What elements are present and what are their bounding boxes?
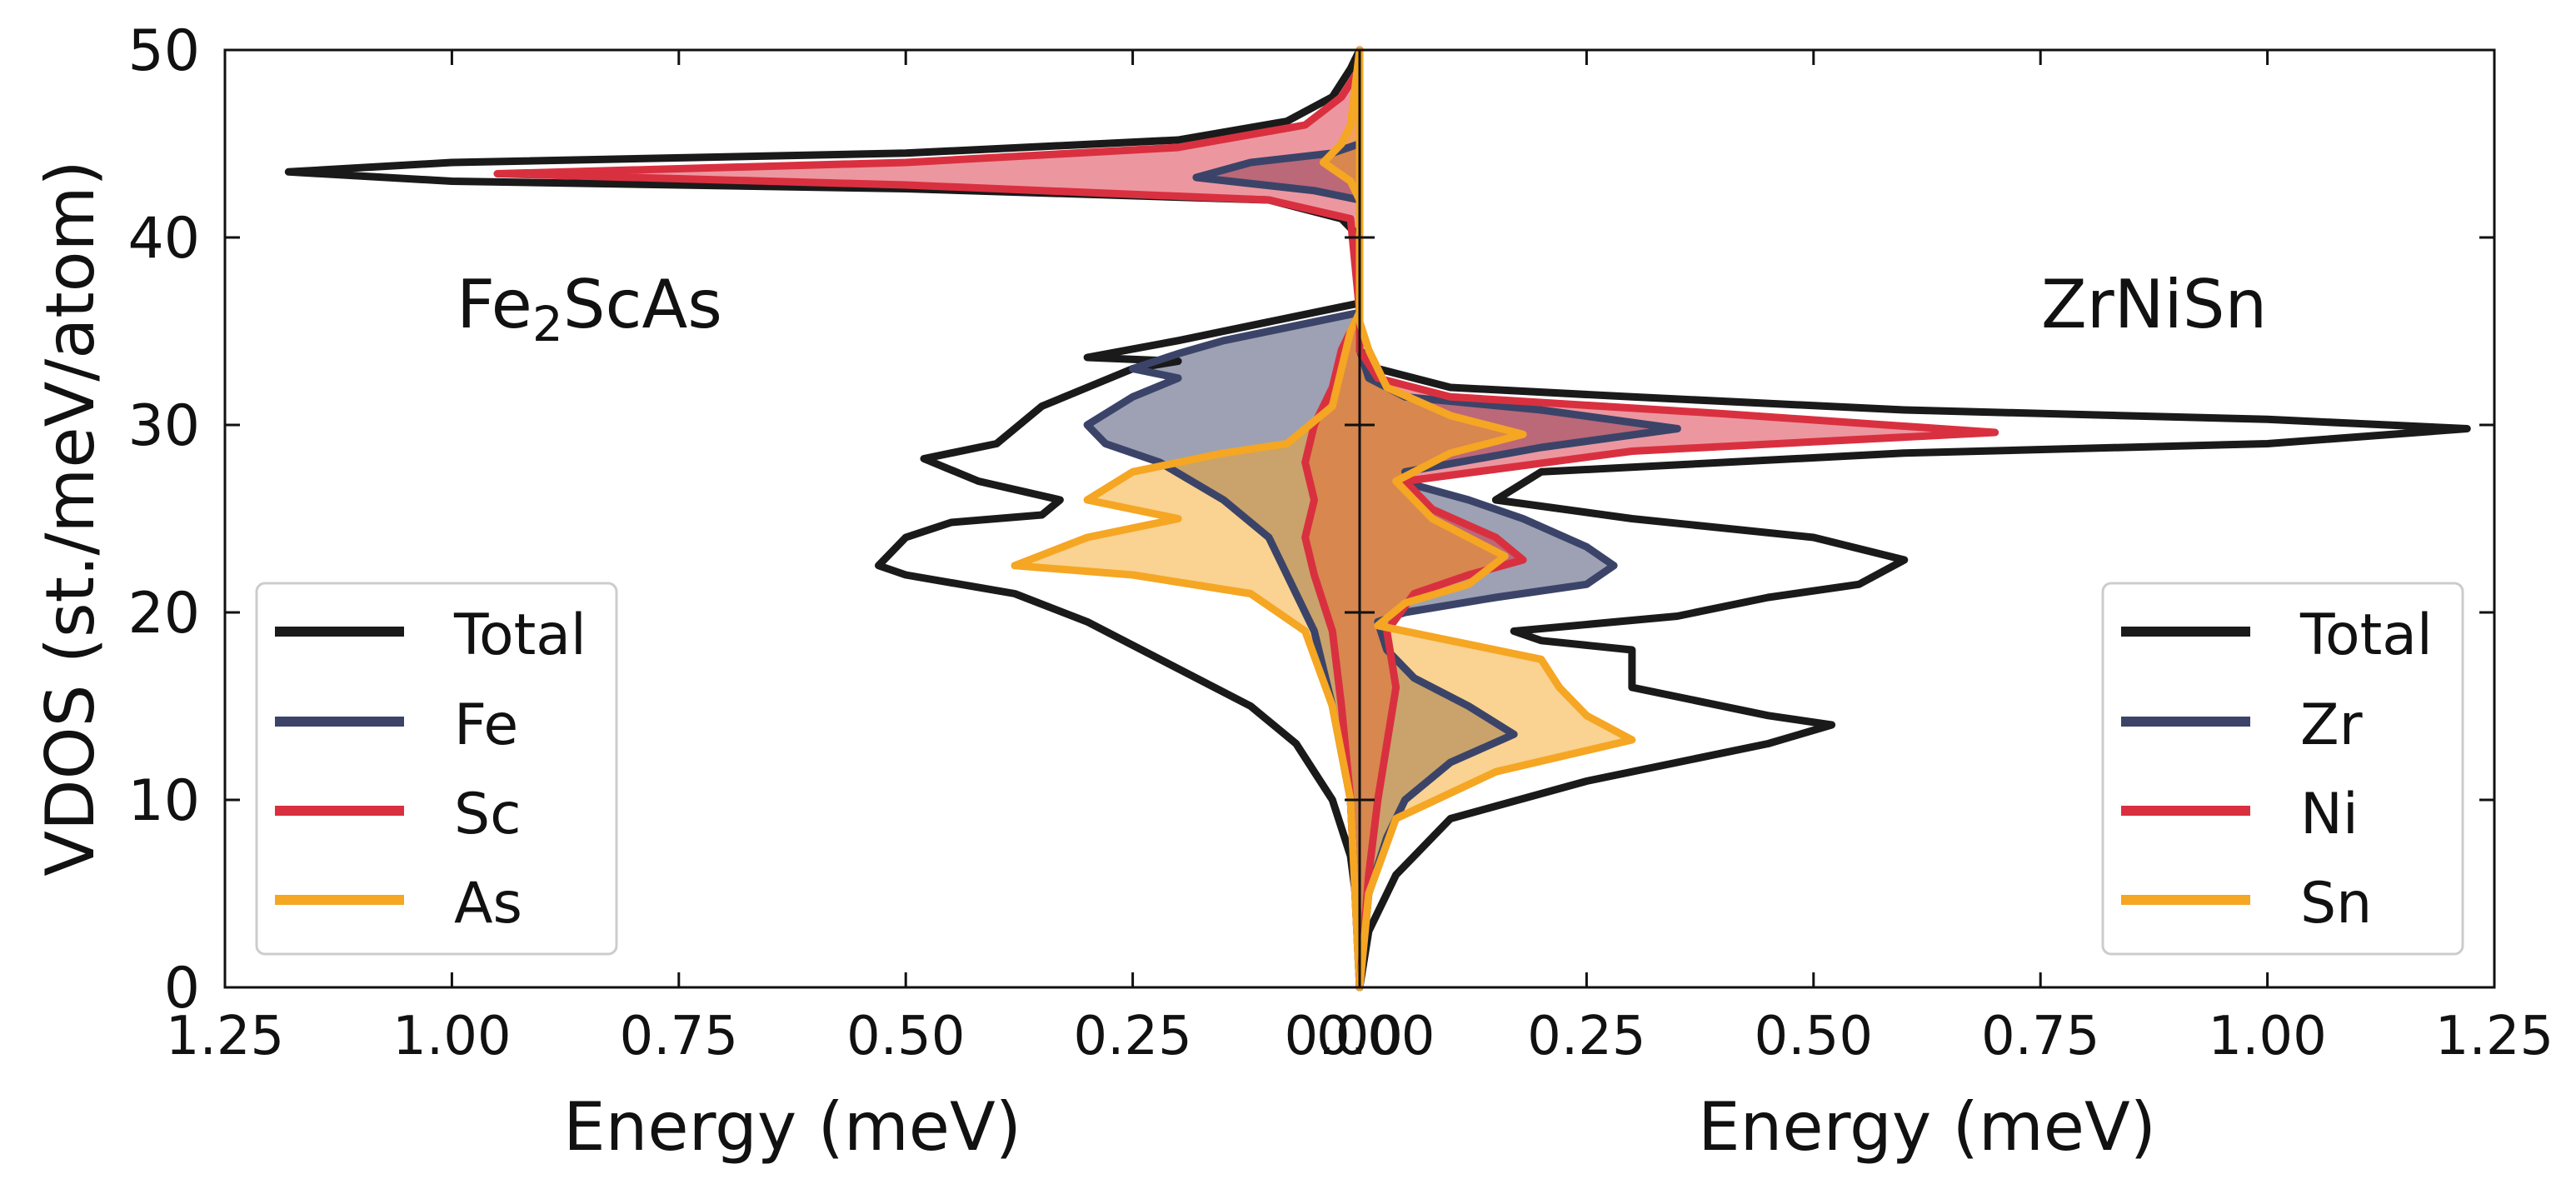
right-legend: Total Zr Ni Sn — [2101, 582, 2464, 956]
y-tick-label: 0 — [164, 956, 200, 1022]
legend-label-total: Total — [453, 602, 587, 668]
right-line-sn — [1355, 46, 1636, 992]
left-x-tick-label: 1.00 — [392, 1006, 512, 1067]
right-line-zr — [1355, 46, 1681, 992]
right-x-tick-label: 0.75 — [1981, 1006, 2100, 1067]
left-x-tick-label: 0.25 — [1073, 1006, 1192, 1067]
legend-label-fe: Fe — [454, 692, 518, 758]
left-x-tick-label: 1.25 — [166, 1006, 285, 1067]
right-x-tick-label: 0.00 — [1316, 1006, 1435, 1067]
right-legend-box — [2101, 582, 2464, 956]
right-x-tick-label: 1.00 — [2208, 1006, 2327, 1067]
left-line-total — [284, 46, 1364, 992]
left-fill-sc — [497, 50, 1360, 987]
legend-label-as: As — [454, 871, 522, 937]
y-axis-label: VDOS (st./meV/atom) — [32, 160, 109, 876]
legend-label-zr: Zr — [2300, 692, 2363, 758]
axis-ticks: 0 10 20 30 40 50 1.25 1.00 0.75 0.50 0.25 0.000.00 0… — [127, 18, 2554, 1067]
left-panel-title: Fe2ScAs — [457, 266, 722, 352]
right-line-total — [1355, 46, 2471, 992]
left-legend-box — [255, 582, 618, 956]
left-legend: Total Fe Sc As — [255, 582, 618, 956]
right-panel-series — [1355, 46, 2471, 992]
left-x-tick-label: 0.75 — [620, 1006, 739, 1067]
left-fill-as — [1015, 50, 1360, 987]
legend-label-ni: Ni — [2300, 782, 2359, 847]
right-x-tick-label: 1.25 — [2435, 1006, 2554, 1067]
y-tick-label: 10 — [127, 768, 200, 834]
right-x-tick-label: 0.25 — [1527, 1006, 1646, 1067]
right-x-tick-label: 0.50 — [1755, 1006, 1874, 1067]
legend-label-total-right: Total — [2299, 602, 2433, 668]
y-tick-label: 20 — [127, 581, 200, 647]
left-panel-series — [284, 46, 1364, 992]
legend-label-sn: Sn — [2300, 871, 2372, 937]
y-tick-label: 50 — [127, 18, 200, 84]
y-tick-label: 30 — [127, 393, 200, 459]
legend-label-sc: Sc — [454, 782, 522, 847]
left-x-tick-label: 0.00 — [1285, 1006, 1404, 1067]
left-line-fe — [1083, 46, 1364, 992]
left-x-tick-label: 0.50 — [846, 1006, 966, 1067]
left-x-axis-label: Energy (meV) — [563, 1088, 1021, 1166]
y-tick-label: 40 — [127, 206, 200, 272]
right-x-axis-label: Energy (meV) — [1698, 1088, 2156, 1166]
right-panel-title: ZrNiSn — [2041, 266, 2267, 343]
left-line-as — [1011, 46, 1364, 992]
right-line-ni — [1355, 46, 1999, 992]
